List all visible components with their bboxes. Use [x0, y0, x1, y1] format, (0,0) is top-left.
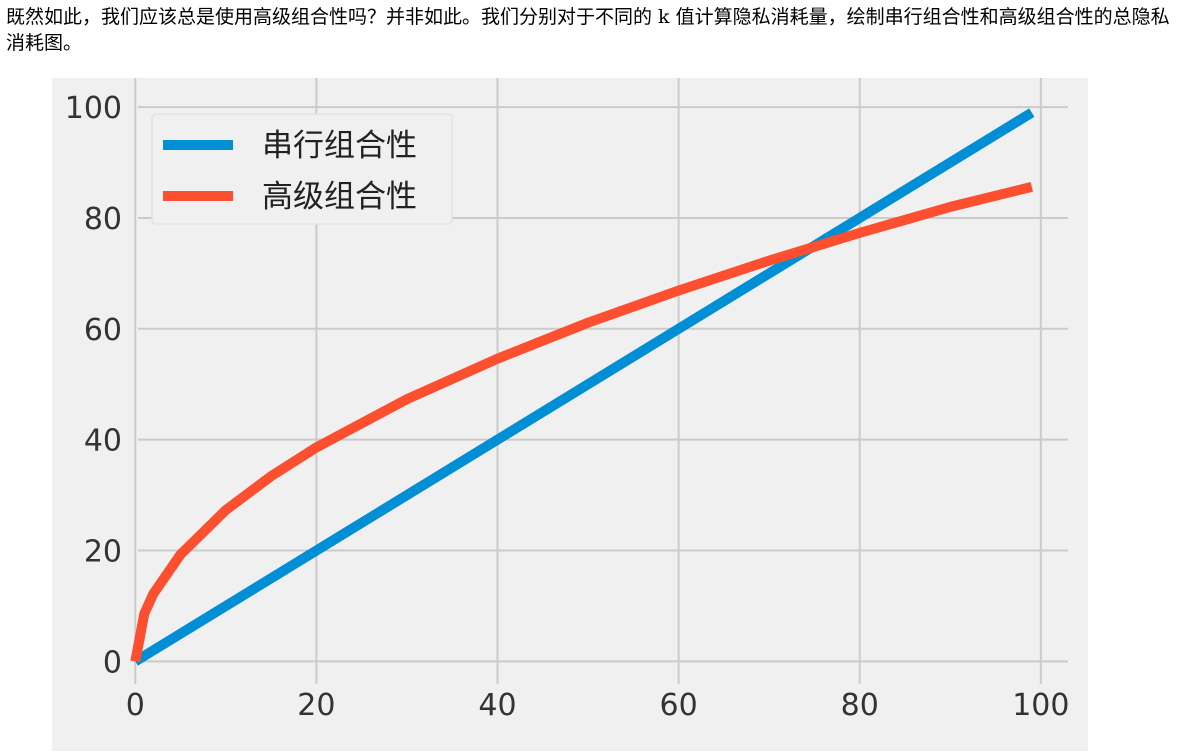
x-tick-label: 100 — [1012, 688, 1069, 723]
y-tick-label: 100 — [65, 91, 122, 126]
y-tick-label: 80 — [84, 202, 122, 237]
x-tick-label: 80 — [841, 688, 879, 723]
x-tick-label: 60 — [660, 688, 698, 723]
series-line-1 — [132, 108, 1035, 666]
chart-container: 0 20 40 60 80 100 0 20 40 60 80 100 串行组合性高级组合性 — [52, 78, 1088, 751]
x-tick-label: 20 — [297, 688, 335, 723]
y-tick-label: 0 — [103, 645, 122, 680]
y-tick-label: 20 — [84, 535, 122, 570]
legend-label-2: 高级组合性 — [262, 179, 417, 215]
y-tick-label: 60 — [84, 313, 122, 348]
series-lines — [130, 108, 1035, 666]
legend-label-1: 串行组合性 — [262, 128, 417, 164]
y-tick-label: 40 — [84, 424, 122, 459]
tick-labels: 0 20 40 60 80 100 0 20 40 60 80 100 — [65, 91, 1070, 723]
intro-paragraph: 既然如此，我们应该总是使用高级组合性吗？并非如此。我们分别对于不同的 k 值计算… — [6, 6, 1170, 54]
series-line-2 — [130, 182, 1033, 663]
x-tick-label: 0 — [126, 688, 145, 723]
x-tick-label: 40 — [478, 688, 516, 723]
